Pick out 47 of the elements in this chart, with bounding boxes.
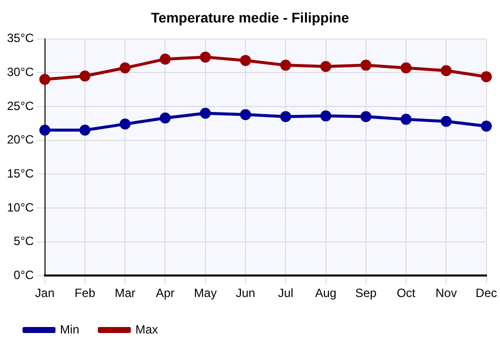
x-tick-label: Oct — [396, 286, 416, 300]
x-tick-label: Jun — [236, 286, 256, 300]
point — [440, 65, 452, 76]
point — [360, 111, 372, 122]
point — [400, 62, 412, 74]
x-tick-label: Jan — [35, 286, 54, 300]
x-tick-label: Dec — [476, 286, 497, 300]
x-tick-label: Apr — [156, 286, 175, 300]
legend-label: Min — [60, 322, 80, 336]
point — [39, 74, 50, 85]
point — [480, 71, 492, 82]
chart-title: Temperature medie - Filippine — [150, 9, 350, 26]
point — [440, 116, 452, 127]
point — [39, 124, 50, 136]
x-tick-label: Nov — [436, 286, 457, 300]
point — [120, 118, 131, 130]
point — [360, 60, 372, 71]
y-tick-label: 0°C — [14, 268, 34, 282]
x-tick-label: Feb — [74, 286, 96, 300]
point — [320, 61, 332, 72]
x-tick-label: May — [194, 286, 217, 300]
point — [160, 54, 171, 65]
x-tick-label: Jul — [278, 286, 294, 300]
y-tick-label: 15°C — [7, 166, 34, 180]
x-tick-label: Mar — [114, 286, 136, 300]
y-tick-label: 10°C — [7, 200, 34, 214]
point — [280, 60, 292, 71]
legend-label: Max — [135, 322, 158, 336]
point — [280, 111, 292, 122]
point — [160, 112, 171, 124]
y-tick-label: 5°C — [14, 234, 34, 248]
point — [120, 62, 131, 74]
y-tick-label: 25°C — [7, 98, 34, 113]
point — [200, 108, 211, 119]
point — [200, 52, 211, 63]
x-tick-label: Sep — [355, 286, 377, 300]
point — [79, 124, 90, 136]
point — [79, 70, 90, 82]
point — [240, 54, 252, 66]
y-tick-label: 20°C — [7, 132, 34, 147]
x-tick-label: Aug — [315, 286, 336, 300]
point — [320, 110, 332, 122]
point — [400, 114, 412, 125]
y-tick-label: 30°C — [7, 64, 34, 79]
y-tick-label: 35°C — [7, 31, 34, 46]
point — [480, 120, 492, 132]
point — [240, 109, 252, 120]
